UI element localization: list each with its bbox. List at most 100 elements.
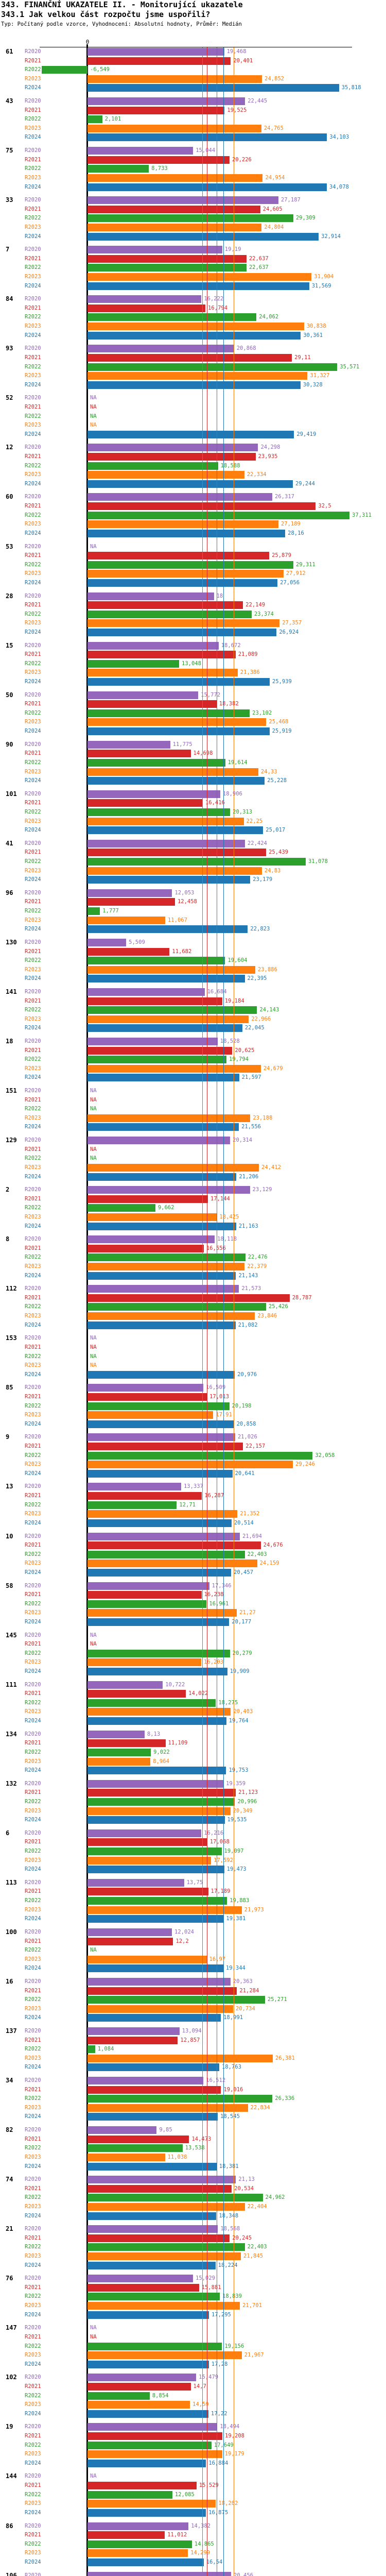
bar-value-label: 22,157 (245, 1443, 266, 1449)
bar (87, 889, 172, 897)
bar-value-label: 15,479 (199, 2374, 219, 2381)
bar (87, 502, 316, 511)
bar (87, 1173, 237, 1181)
series-row-label: R2024 (25, 1371, 41, 1378)
bar (87, 2423, 218, 2431)
bar-value-label: 23,886 (257, 966, 277, 973)
series-row-label: R2024 (25, 2262, 41, 2268)
bar-na-label: NA (90, 1362, 97, 1369)
series-row-label: R2024 (25, 1173, 41, 1180)
bar-value-label: 18,545 (220, 2113, 240, 2120)
series-row-label: R2021 (25, 1195, 41, 1202)
series-row-label: R2021 (25, 2185, 41, 2192)
bar (87, 2410, 208, 2418)
series-row-label: R2022 (25, 2540, 41, 2547)
bar (87, 570, 284, 578)
series-row-label: R2024 (25, 1569, 41, 1575)
bar (87, 1244, 204, 1252)
group-id-label: 18 (6, 1038, 13, 1045)
bar (87, 1856, 211, 1865)
series-row-label: R2024 (25, 1817, 41, 1823)
bar (87, 925, 248, 934)
series-row-label: R2021 (25, 206, 41, 212)
bar-value-label: 25,017 (266, 827, 286, 834)
series-row-label: R2021 (25, 2333, 41, 2340)
bar (87, 2490, 172, 2499)
series-row-label: R2023 (25, 2104, 41, 2111)
bar-na-label: NA (90, 2473, 97, 2480)
series-row-label: R2021 (25, 800, 41, 806)
bar (87, 1370, 235, 1379)
bar-value-label: 12,053 (174, 889, 195, 896)
bar (87, 2360, 209, 2368)
group-id-label: 13 (6, 1483, 13, 1490)
series-row-label: R2024 (25, 1272, 41, 1279)
bar (87, 1393, 207, 1401)
bar-value-label: 19,359 (226, 1780, 246, 1787)
series-row-label: R2022 (25, 2491, 41, 2498)
bar-value-label: 16,216 (204, 1829, 224, 1836)
bar (87, 2441, 212, 2449)
bar-na-label: NA (90, 2325, 97, 2331)
bar-value-label: 20,625 (235, 1047, 255, 1054)
bar (87, 2558, 204, 2566)
series-row-label: R2023 (25, 1362, 41, 1369)
bar-na-label: NA (90, 1155, 97, 1162)
group-id-label: 90 (6, 740, 13, 748)
bar (87, 1748, 151, 1756)
bar-value-label: 29,11 (294, 354, 311, 361)
bar (87, 1649, 230, 1657)
bar (87, 1235, 215, 1244)
series-row-label: R2021 (25, 2136, 41, 2142)
bar (87, 232, 319, 241)
bar-value-label: 17,649 (214, 2442, 234, 2448)
group-id-label: 82 (6, 2126, 13, 2134)
bar-value-label: 20,734 (235, 2005, 255, 2012)
bar-value-label: 32,914 (321, 233, 341, 240)
bar-value-label: 21,845 (243, 2253, 263, 2259)
bar (87, 1600, 207, 1608)
bar-value-label: 11,012 (167, 2532, 187, 2538)
group-id-label: 43 (6, 97, 13, 105)
group-id-label: 102 (6, 2374, 17, 2381)
bar-value-label: 20,198 (232, 1402, 252, 1409)
bar-value-label: 20,226 (232, 156, 252, 163)
series-row-label: R2024 (25, 1124, 41, 1130)
series-row-label: R2021 (25, 2234, 41, 2241)
series-row-label: R2023 (25, 2302, 41, 2309)
group-id-label: 50 (6, 691, 13, 699)
bar (87, 768, 258, 776)
bar (87, 1681, 163, 1689)
median-line (223, 47, 224, 2576)
bar-value-label: 23,935 (258, 453, 278, 460)
bar-value-label: 25,271 (267, 1996, 287, 2003)
bar (87, 1195, 208, 1203)
bar-value-label: 21,973 (244, 1906, 264, 1913)
bar-value-label: 32,5 (318, 503, 331, 510)
series-row-label: R2022 (25, 759, 41, 766)
bar (87, 1501, 177, 1509)
bar-na-label: NA (90, 2333, 97, 2340)
series-row-label: R2022 (25, 165, 41, 172)
group-id-label: 9 (6, 1433, 10, 1441)
bar-value-label: 20,245 (232, 2234, 252, 2241)
bar-value-label: 30,838 (306, 323, 326, 330)
series-row-label: R2021 (25, 1294, 41, 1301)
series-row-label: R2022 (25, 2244, 41, 2250)
series-row-label: R2020 (25, 1582, 41, 1589)
bar-value-label: 20,534 (234, 2185, 254, 2192)
bar (87, 1038, 218, 1045)
series-row-label: R2022 (25, 1600, 41, 1607)
bar (87, 858, 306, 866)
series-row-label: R2021 (25, 2086, 41, 2093)
series-row-label: R2021 (25, 602, 41, 608)
bar (87, 363, 338, 371)
series-row-label: R2020 (25, 1928, 41, 1935)
bar (87, 1469, 233, 1478)
series-row-label: R2021 (25, 1987, 41, 1994)
bar-na-label: NA (90, 1353, 97, 1360)
series-row-label: R2020 (25, 889, 41, 896)
series-row-label: R2023 (25, 917, 41, 923)
bar-value-label: 19,909 (230, 1668, 250, 1674)
bar (87, 938, 127, 946)
